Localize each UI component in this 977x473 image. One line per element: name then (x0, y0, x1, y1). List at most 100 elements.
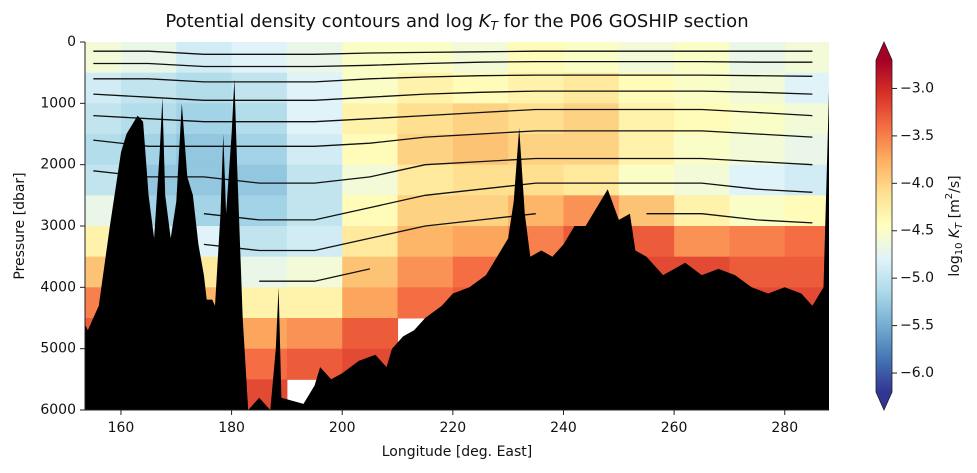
x-tick-label: 260 (661, 420, 688, 436)
y-tick-label: 5000 (40, 341, 76, 357)
heatmap-cell (231, 226, 288, 258)
heatmap-cell (85, 103, 122, 135)
heatmap-cell (397, 42, 454, 74)
heatmap-cell (729, 226, 786, 258)
heatmap-cell (85, 72, 122, 104)
density-contour (93, 130, 813, 147)
heatmap-cell (729, 164, 786, 196)
cbar-label-text: log (947, 255, 963, 276)
title-text: for the P06 GOSHIP section (498, 11, 749, 32)
cbar-label-text: /s] (947, 175, 963, 192)
heatmap-cell (784, 226, 829, 258)
y-tick-label: 0 (67, 34, 76, 50)
colorbar-tick-label: −4.5 (900, 223, 934, 239)
heatmap-cell (563, 42, 620, 74)
heatmap-cell (729, 103, 786, 135)
heatmap-cell (286, 195, 343, 227)
heatmap-cell (452, 103, 509, 135)
heatmap-cell (231, 42, 288, 74)
heatmap-cell (231, 72, 288, 104)
colorbar-label: log10 KT [m2/s] (944, 175, 965, 276)
y-tick-label: 4000 (40, 279, 76, 295)
colorbar-tick-label: −6.0 (900, 365, 934, 381)
bathymetry (85, 78, 829, 410)
colorbar-tick-label: −5.5 (900, 318, 934, 334)
heatmap-cell (563, 72, 620, 104)
x-tick-label: 180 (218, 420, 245, 436)
heatmap-cell (784, 103, 829, 135)
heatmap-cell (342, 256, 399, 288)
density-contour (93, 50, 813, 55)
y-tick-label: 6000 (40, 402, 76, 418)
heatmap-cell (342, 226, 399, 258)
title-text: K (479, 11, 492, 32)
heatmap-cell (508, 72, 564, 104)
heatmap-cell (508, 134, 564, 166)
x-tick-label: 220 (439, 420, 466, 436)
heatmap-cell (784, 42, 829, 74)
heatmap-cell (618, 103, 675, 135)
density-contour (93, 108, 813, 123)
density-contour (93, 74, 813, 83)
y-tick-label: 3000 (40, 218, 76, 234)
heatmap-cell (342, 195, 399, 227)
y-tick-label: 2000 (40, 157, 76, 173)
title-text: T (491, 19, 500, 33)
density-contour (259, 268, 371, 282)
heatmap-cell (674, 72, 730, 104)
heatmap-cell (674, 226, 730, 258)
colorbar-tick-label: −5.0 (900, 270, 934, 286)
heatmap-cell (286, 164, 343, 196)
heatmap-cell (674, 164, 730, 196)
x-axis-label: Longitude [deg. East] (382, 444, 533, 460)
heatmap-cell (563, 103, 620, 135)
heatmap-cell (342, 42, 399, 74)
colorbar-extend-min (876, 392, 892, 410)
heatmap-cell (397, 195, 454, 227)
heatmap-cell (618, 164, 675, 196)
heatmap-cell (508, 42, 564, 74)
colorbar-tick-label: −3.5 (900, 128, 934, 144)
x-tick-label: 200 (329, 420, 356, 436)
density-contour (93, 60, 813, 68)
axes: 160 180 200 220 240 260 280 0 1000 2000 3000 4000 50… (40, 34, 829, 436)
heatmap-cell (674, 103, 730, 135)
heatmap-cell (674, 134, 730, 166)
heatmap-cell (563, 164, 620, 196)
heatmap-cell (508, 103, 564, 135)
heatmap-cell (231, 103, 288, 135)
heatmap-cell (176, 42, 233, 74)
heatmap-cell (120, 42, 177, 74)
heatmap-cell (397, 103, 454, 135)
heatmap-cell (452, 72, 509, 104)
heatmap-cell (397, 226, 454, 258)
heatmap-cell (286, 42, 343, 74)
heatmap-cell (286, 256, 343, 288)
heatmap-cell (618, 42, 675, 74)
heatmap-cell (85, 42, 122, 74)
heatmap-cell (729, 72, 786, 104)
heatmap-cell (286, 226, 343, 258)
heatmap-cell (176, 103, 233, 135)
heatmap-cell (286, 134, 343, 166)
heatmap-cell (618, 134, 675, 166)
heatmap-cell (120, 72, 177, 104)
colorbar-tick-label: −4.0 (900, 175, 934, 191)
colorbar-extend-max (876, 42, 892, 60)
heatmap-cell (674, 42, 730, 74)
plot-area (85, 42, 829, 410)
heatmap-cell (784, 256, 829, 288)
heatmap-cell (231, 195, 288, 227)
colorbar-outline (875, 41, 893, 411)
heatmap-cell (286, 318, 343, 350)
heatmap-cell (286, 103, 343, 135)
heatmap-cell (563, 134, 620, 166)
heatmap-cell (674, 195, 730, 227)
y-axis-label: Pressure [dbar] (12, 172, 28, 279)
heatmap-cell (397, 256, 454, 288)
cbar-label-text: 2 (944, 193, 955, 199)
density-contour (203, 182, 813, 221)
density-contour (203, 213, 813, 252)
heatmap-cell (397, 164, 454, 196)
colorbar: −6.0 −5.5 −5.0 −4.5 −4.0 −3.5 −3.0 (875, 41, 934, 411)
